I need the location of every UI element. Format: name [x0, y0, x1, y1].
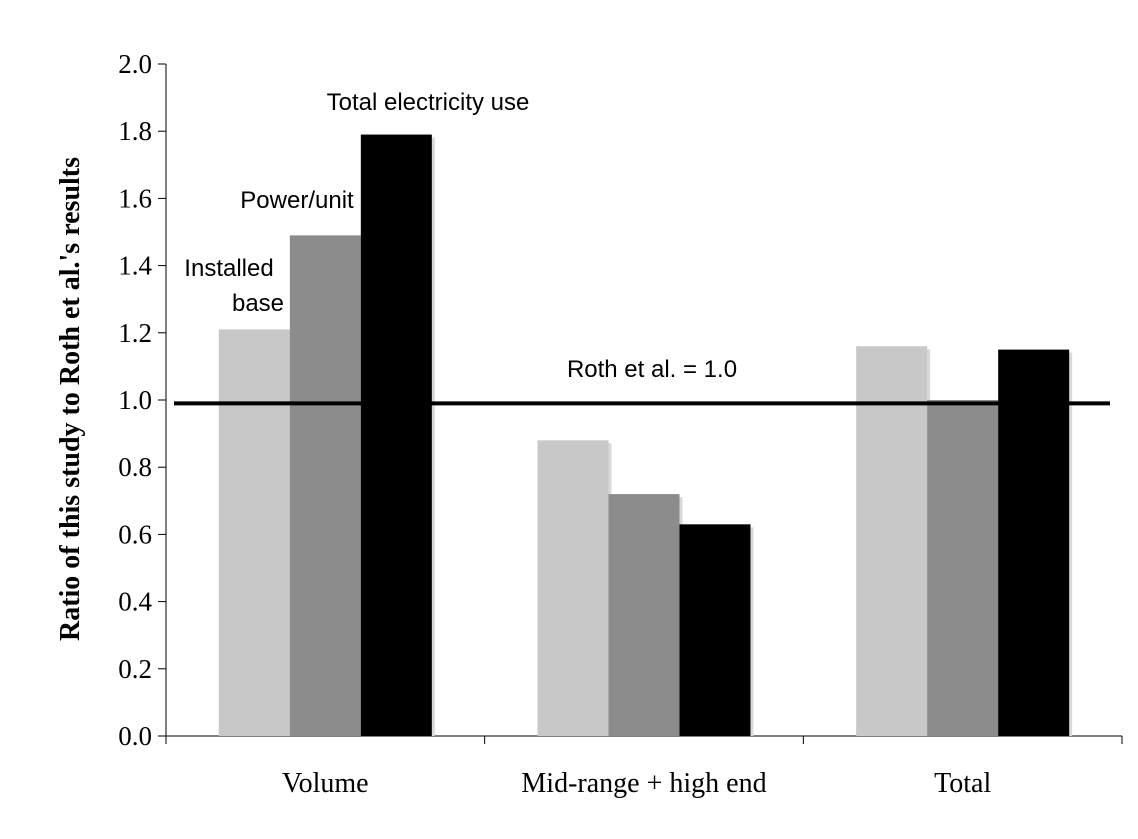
annotation-installed-line1: Installed	[184, 255, 273, 282]
x-category-label: Volume	[282, 768, 369, 799]
y-tick-label: 0.2	[118, 654, 152, 684]
y-tick-label: 1.0	[118, 385, 152, 415]
y-tick-label: 0.6	[118, 519, 152, 549]
y-axis-title: Ratio of this study to Roth et al.'s res…	[55, 157, 86, 641]
y-tick-label: 1.8	[118, 116, 152, 146]
y-tick-label: 1.2	[118, 318, 152, 348]
x-category-label: Total	[934, 768, 991, 799]
bar-1-2	[679, 524, 751, 736]
x-category-label: Mid-range + high end	[521, 768, 766, 799]
bar-1-1	[608, 494, 680, 736]
x-axis: Volume Mid-range + high end Total	[165, 735, 1123, 799]
bar-1-0	[537, 440, 609, 736]
bar-2-0	[856, 346, 928, 736]
y-tick-label: 0.0	[118, 721, 152, 751]
annotation-power-unit: Power/unit	[240, 187, 354, 214]
y-tick-label: 0.8	[118, 452, 152, 482]
annotation-total-electricity: Total electricity use	[327, 89, 530, 116]
bar-2-2	[998, 349, 1070, 736]
bars	[218, 134, 1073, 737]
bar-0-2	[360, 134, 432, 736]
y-tick-label: 1.6	[118, 183, 152, 213]
annotation-installed-line2: base	[232, 290, 284, 317]
bar-2-1	[927, 400, 999, 736]
y-tick-label: 2.0	[118, 49, 152, 79]
y-tick-label: 0.4	[118, 587, 152, 617]
y-axis: 0.0 0.2 0.4 0.6 0.8 1.0 1.2 1.4 1.6 1.8 2.0	[118, 49, 167, 751]
y-tick-label: 1.4	[118, 251, 152, 281]
bar-0-0	[218, 329, 290, 736]
bar-0-1	[289, 235, 361, 737]
reference-line-label: Roth et al. = 1.0	[567, 356, 737, 383]
